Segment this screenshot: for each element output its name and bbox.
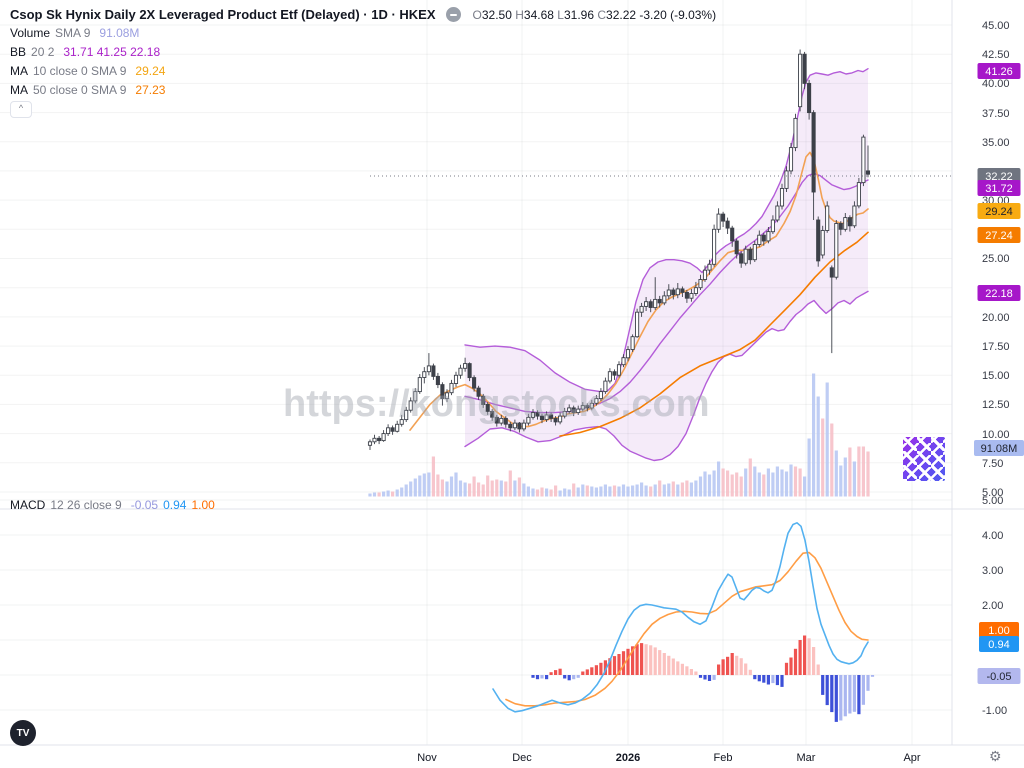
svg-text:2026: 2026 [616,752,640,764]
svg-text:3.00: 3.00 [982,565,1003,577]
svg-text:7.50: 7.50 [982,458,1003,470]
low-label: L [557,7,564,22]
svg-text:29.24: 29.24 [985,206,1013,218]
price-badge [977,227,1021,243]
svg-text:31.72: 31.72 [985,183,1013,195]
symbol-title: Csop Sk Hynix Daily 2X Leveraged Product… [10,7,436,22]
grid-lines [0,0,952,745]
volume-indicator-value: 91.08M [99,26,140,40]
svg-text:10.00: 10.00 [982,429,1010,441]
legend-macd[interactable]: MACD 12 26 close 9 -0.05 0.94 1.00 [10,498,215,512]
volume-indicator-label: Volume [10,26,51,40]
legend-bb[interactable]: BB 20 2 31.71 41.25 22.18 [10,45,160,59]
macd-pane [492,521,875,722]
ma50-indicator-params: 50 close 0 SMA 9 [33,83,127,97]
svg-text:5.00: 5.00 [982,495,1003,507]
macd-line-value: 0.94 [163,498,187,512]
legend-ma10[interactable]: MA 10 close 0 SMA 9 29.24 [10,64,165,78]
bb-indicator-params: 20 2 [31,45,55,59]
svg-text:37.50: 37.50 [982,108,1010,120]
svg-text:22.18: 22.18 [985,288,1013,300]
moving-averages [409,151,869,437]
pane-separators [0,0,1024,746]
price-badge [977,63,1021,79]
price-badge [974,440,1024,456]
svg-text:Apr: Apr [903,752,920,764]
high-value: 34.68 [523,7,554,22]
svg-text:5.00: 5.00 [982,487,1003,499]
price-badge [977,203,1021,219]
svg-text:Mar: Mar [797,752,816,764]
svg-text:1.00: 1.00 [988,625,1009,637]
price-scale[interactable]: 45.0042.5040.0037.5035.0030.0025.0020.00… [974,20,1024,717]
svg-text:Nov: Nov [417,752,437,764]
svg-text:2.00: 2.00 [982,600,1003,612]
timezone-settings-gear-icon[interactable]: ⚙ [989,748,1002,764]
high-label: H [515,7,524,22]
open-value: 32.50 [481,7,512,22]
ma50-indicator-label: MA [10,83,28,97]
svg-text:35.00: 35.00 [982,137,1010,149]
svg-text:12.50: 12.50 [982,399,1010,411]
qr-logo [903,437,945,481]
svg-text:27.24: 27.24 [985,230,1013,242]
ma10-indicator-label: MA [10,64,28,78]
change-value: -3.20 (-9.03%) [639,7,717,22]
legend-collapse-button[interactable]: ^ [10,101,32,118]
delisted-minus-icon [445,7,461,22]
candles [367,49,871,450]
svg-text:41.26: 41.26 [985,66,1013,78]
svg-text:4.00: 4.00 [982,530,1003,542]
svg-text:20.00: 20.00 [982,312,1010,324]
ma10-indicator-value: 29.24 [135,64,166,78]
svg-text:42.50: 42.50 [982,49,1010,61]
svg-text:Feb: Feb [714,752,733,764]
svg-text:15.00: 15.00 [982,370,1010,382]
legend-volume[interactable]: Volume SMA 9 91.08M [10,26,139,40]
symbol-header[interactable]: Csop Sk Hynix Daily 2X Leveraged Product… [10,7,716,22]
svg-text:91.08M: 91.08M [981,443,1018,455]
macd-indicator-label: MACD [10,498,46,512]
volume-bars [368,373,870,497]
bb-indicator-value: 31.71 41.25 22.18 [63,45,161,59]
tradingview-logo[interactable]: TV [10,720,36,746]
close-label: C [597,7,607,22]
svg-text:-0.05: -0.05 [986,671,1011,683]
price-badge [979,636,1019,652]
price-badge [977,180,1021,196]
svg-text:-1.00: -1.00 [982,705,1007,717]
ma50-indicator-value: 27.23 [135,83,166,97]
svg-text:Dec: Dec [512,752,532,764]
ohlc-readout: O32.50 H34.68 L31.96 C32.22 -3.20 (-9.03… [473,8,717,22]
low-value: 31.96 [563,7,594,22]
macd-indicator-params: 12 26 close 9 [50,498,122,512]
legend-ma50[interactable]: MA 50 close 0 SMA 9 27.23 [10,83,165,97]
bollinger-bands [464,67,869,462]
svg-text:25.00: 25.00 [982,253,1010,265]
time-scale[interactable]: Nov Dec 2026 Feb Mar Apr [417,752,921,764]
svg-text:45.00: 45.00 [982,20,1010,32]
ma10-indicator-params: 10 close 0 SMA 9 [33,64,127,78]
close-value: 32.22 [606,7,637,22]
macd-signal-value: 1.00 [191,498,215,512]
bb-indicator-label: BB [10,45,27,59]
price-badge [977,285,1021,301]
volume-indicator-params: SMA 9 [55,26,91,40]
price-badge [979,622,1019,638]
svg-text:17.50: 17.50 [982,341,1010,353]
macd-hist-value: -0.05 [130,498,159,512]
svg-text:0.94: 0.94 [988,639,1009,651]
price-badge [977,668,1021,684]
svg-text:40.00: 40.00 [982,78,1010,90]
open-label: O [472,7,482,22]
